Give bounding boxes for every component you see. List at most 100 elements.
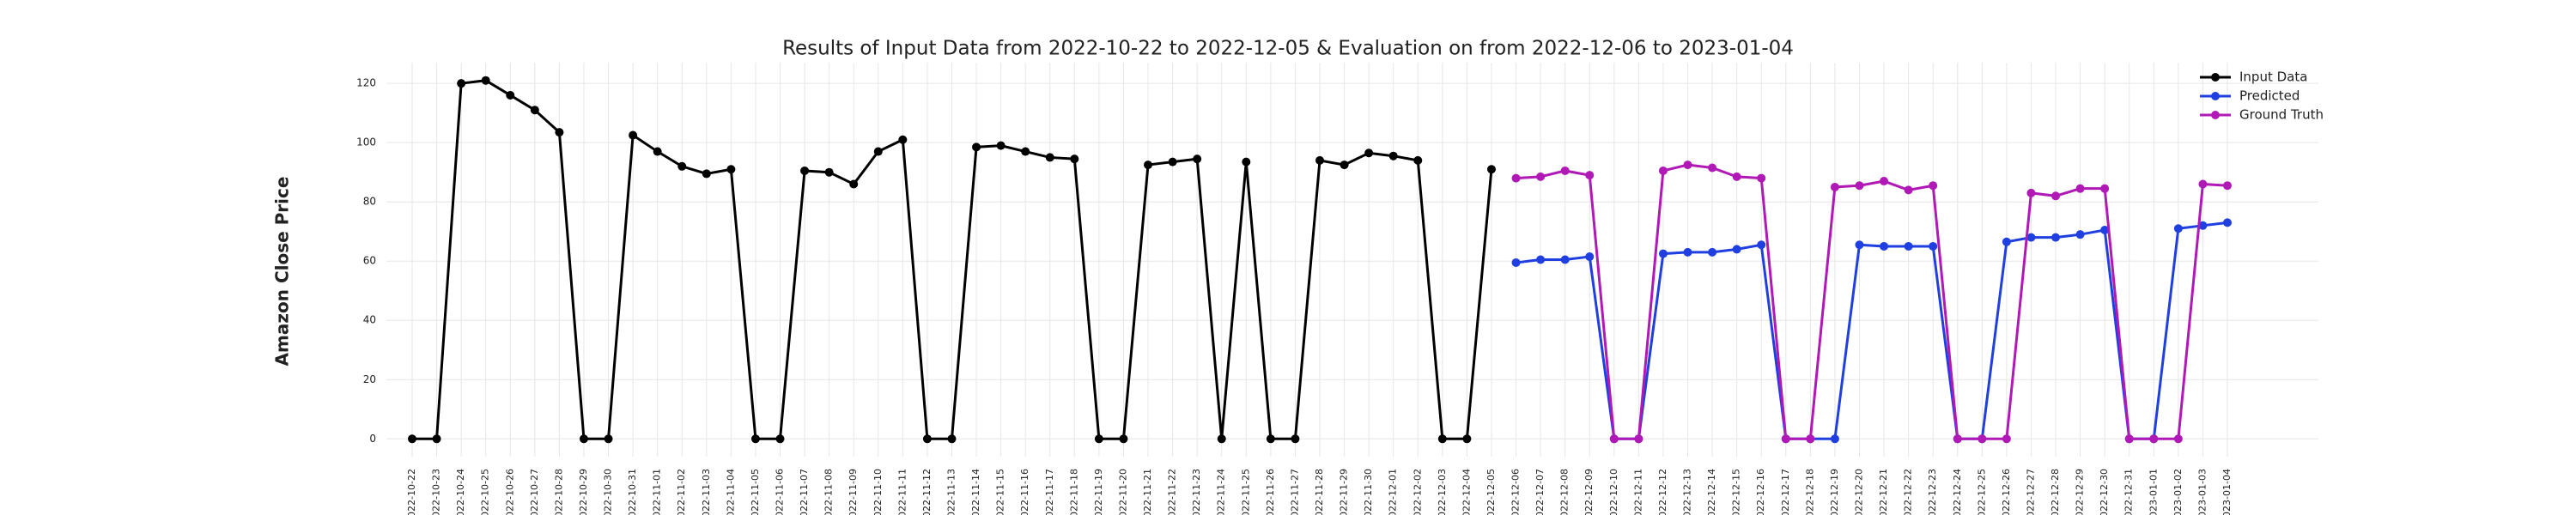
x-tick-label: 2022-10-24 [455,469,466,515]
data-point [1634,434,1643,444]
data-point [604,434,613,444]
x-tick-label: 2022-11-05 [750,469,761,515]
data-point [1511,173,1521,183]
x-tick-label: 2022-11-30 [1363,469,1374,515]
data-point [1560,255,1570,264]
data-point [2002,237,2011,246]
x-tick-label: 2022-12-01 [1388,469,1399,515]
x-tick-label: 2022-10-29 [578,469,589,515]
data-point [1315,155,1324,165]
data-point [1364,148,1374,158]
data-point [432,434,441,444]
data-point [481,76,490,85]
x-tick-label: 2022-11-27 [1289,469,1300,515]
y-tick-label: 100 [356,136,376,148]
data-point [2223,218,2232,227]
x-tick-label: 2022-12-17 [1780,469,1791,515]
data-point [1437,434,1447,444]
y-tick-label: 40 [363,314,376,326]
data-point [555,128,564,137]
data-point [1193,154,1202,164]
x-tick-label: 2022-10-22 [406,469,417,515]
x-tick-label: 2022-12-02 [1412,469,1423,515]
x-tick-label: 2022-11-01 [652,469,663,515]
legend-label: Predicted [2239,88,2300,104]
data-point [2198,179,2208,189]
data-point [898,135,908,144]
data-point [629,130,638,140]
x-tick-label: 2022-12-24 [1952,469,1963,515]
x-tick-label: 2022-12-09 [1583,469,1595,515]
legend-marker [2211,73,2220,82]
data-point [1486,165,1496,174]
data-point [2100,184,2110,193]
data-point [1978,434,1987,444]
data-point [750,434,760,444]
data-point [1413,155,1423,165]
x-tick-label: 2022-11-08 [823,469,835,515]
series-line [1516,163,2228,440]
data-point [1291,434,1300,444]
data-point [726,165,736,174]
data-point [1462,434,1472,444]
x-tick-label: 2022-11-15 [995,469,1006,515]
data-point [1144,161,1153,170]
data-point [506,90,515,100]
data-point [800,166,810,175]
x-tick-label: 2022-11-11 [896,469,908,515]
x-tick-label: 2022-12-06 [1510,469,1522,515]
x-tick-label: 2022-11-21 [1142,469,1153,515]
x-tick-label: 2022-11-25 [1240,469,1251,515]
data-point [1880,241,1889,251]
x-tick-label: 2022-12-15 [1731,469,1742,515]
x-tick-label: 2022-12-30 [2099,469,2110,515]
data-point [1388,151,1398,161]
data-point [1953,434,1962,444]
data-point [1781,434,1790,444]
x-tick-label: 2022-12-26 [2001,469,2012,515]
data-point [1536,172,1546,181]
x-tick-label: 2022-12-05 [1485,469,1497,515]
data-point [702,169,711,179]
data-point [873,147,883,156]
data-point [2075,184,2085,193]
data-point [2124,434,2134,444]
data-point [2075,230,2085,239]
x-tick-label: 2022-11-04 [725,469,736,515]
x-tick-label: 2022-12-12 [1657,469,1668,515]
x-tick-label: 2022-11-29 [1339,469,1350,515]
data-point [1904,185,1913,195]
x-tick-label: 2023-01-01 [2148,469,2159,515]
data-point [1045,153,1054,162]
x-tick-label: 2022-11-14 [970,469,981,515]
y-tick-label: 20 [363,373,376,385]
data-point [1340,161,1349,170]
data-point [1119,434,1128,444]
data-point [2223,181,2232,191]
data-point [1658,166,1668,175]
x-tick-label: 2022-12-14 [1706,469,1717,515]
data-point [2002,434,2011,444]
data-point [677,161,687,171]
data-point [2051,233,2061,242]
data-point [1609,434,1619,444]
x-tick-label: 2022-12-13 [1682,469,1693,515]
x-tick-label: 2022-11-23 [1191,469,1202,515]
x-tick-label: 2022-10-30 [603,469,614,515]
legend-marker [2211,111,2220,119]
data-point [2051,191,2061,201]
x-tick-label: 2022-11-17 [1044,469,1055,515]
legend-marker [2211,92,2220,100]
data-point [2100,225,2110,234]
x-tick-label: 2022-12-31 [2123,469,2135,515]
x-tick-label: 2022-11-02 [676,469,687,515]
x-tick-label: 2022-12-20 [1853,469,1864,515]
y-tick-label: 80 [363,196,376,208]
x-tick-label: 2023-01-02 [2172,469,2184,515]
y-axis-label: Amazon Close Price [272,177,293,367]
x-tick-label: 2022-12-08 [1559,469,1571,515]
y-tick-label: 0 [369,433,376,445]
x-tick-label: 2022-12-22 [1903,469,1914,515]
data-point [1585,252,1595,262]
